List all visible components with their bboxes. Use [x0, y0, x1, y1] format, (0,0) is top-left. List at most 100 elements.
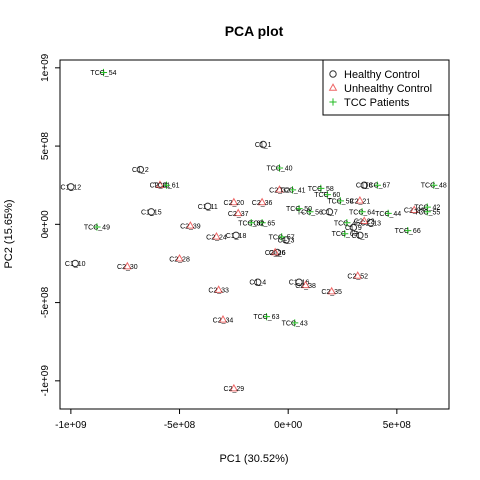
healthy-control-point: [204, 202, 212, 211]
unhealthy-control-point: [327, 286, 336, 295]
point-label: C2_39: [180, 223, 201, 230]
point-label: TCC_63: [332, 231, 358, 238]
point-label: TCC_54: [90, 70, 116, 77]
point-label: TCC_64: [349, 209, 375, 216]
y-tick-label: 0e+00: [40, 210, 51, 239]
tcc-patients-point: [258, 219, 266, 227]
point-label: TCC_63: [253, 314, 279, 321]
point-label: C2_52: [347, 273, 368, 280]
legend-box: [322, 59, 450, 116]
point-label: TCC_58: [308, 186, 334, 193]
tcc-patients-point: [358, 208, 366, 216]
point-label: TCC_45: [334, 220, 360, 227]
point-label: C1_9: [345, 225, 362, 232]
unhealthy-control-point: [218, 314, 228, 323]
point-label: C1_5: [352, 233, 369, 240]
point-label: TCC_60: [314, 192, 340, 199]
y-tick-label: 5e+08: [40, 132, 51, 161]
point-label: TCC_41: [279, 187, 305, 194]
tcc-patients-point: [291, 319, 299, 327]
y-tick-label: -1e+09: [40, 365, 51, 397]
tcc-patients-point: [317, 184, 325, 192]
tcc-patients-point: [373, 181, 381, 189]
unhealthy-control-point: [409, 205, 419, 214]
legend-label: TCC Patients: [344, 97, 410, 109]
unhealthy-control-point: [175, 253, 184, 262]
point-label: C2_29: [224, 386, 245, 393]
point-label: TCC_66: [395, 228, 421, 235]
tcc-patients-point: [306, 208, 314, 216]
tcc-patients-point: [93, 223, 101, 231]
point-label: C2_35: [321, 289, 342, 296]
unhealthy-control-point: [359, 216, 369, 224]
point-label: TCC_57: [269, 234, 295, 241]
healthy-control-point: [282, 236, 290, 244]
unhealthy-control-point: [233, 208, 243, 217]
unhealthy-control-point: [257, 197, 267, 206]
point-label: TCC_42: [414, 205, 440, 212]
unhealthy-control-point: [270, 247, 280, 256]
point-label: TCC_65: [249, 220, 275, 227]
tcc-patients-point: [278, 233, 286, 241]
tcc-patients-point: [336, 197, 344, 205]
point-label: TCC_55: [414, 209, 440, 216]
point-label: C2_37: [228, 211, 249, 218]
point-label: C1_11: [198, 204, 218, 211]
point-label: C2_24: [206, 234, 227, 241]
legend-label: Unhealthy Control: [344, 83, 432, 95]
tcc-patients-point: [343, 219, 351, 227]
healthy-control-point: [259, 140, 267, 149]
tcc-patients-point: [295, 205, 303, 213]
unhealthy-control-point: [155, 180, 165, 188]
tcc-patients-point: [99, 68, 108, 77]
point-label: C2_38: [295, 283, 316, 290]
point-label: C1_10: [65, 261, 86, 268]
point-label: TCC_62: [238, 220, 264, 227]
healthy-control-point: [71, 259, 79, 268]
legend-label: Healthy Control: [344, 69, 420, 81]
unhealthy-control-point: [123, 261, 132, 270]
healthy-control-point: [67, 183, 75, 191]
point-label: C2_32: [269, 187, 290, 194]
point-label: C1_7: [321, 209, 338, 216]
tcc-patients-point: [262, 313, 271, 321]
unhealthy-control-point: [229, 383, 239, 392]
healthy-control-point: [295, 278, 303, 286]
legend-marker-triangle: [328, 83, 338, 91]
tcc-patients-point: [341, 230, 349, 238]
healthy-control-point: [147, 208, 155, 216]
point-label: C2_34: [213, 317, 234, 324]
point-label: TCC_44: [375, 211, 401, 218]
point-label: C1_12: [61, 184, 82, 191]
x-axis: -1e+09 -5e+08 0e+00 5e+08: [55, 409, 411, 431]
point-label: C2_33: [208, 288, 229, 295]
point-label: C1_16: [289, 280, 310, 287]
point-label: C1_15: [141, 209, 162, 216]
point-label: C2_36: [252, 200, 273, 207]
x-tick-label: -5e+08: [164, 420, 196, 431]
unhealthy-control-point: [355, 196, 365, 204]
point-label: C2_28: [169, 256, 190, 263]
healthy-control-point: [349, 223, 358, 232]
point-label: C1_8: [356, 183, 373, 190]
healthy-control-point: [273, 248, 282, 257]
legend: Healthy Control Unhealthy Control TCC Pati…: [322, 59, 450, 116]
point-label: C2_23: [404, 208, 425, 215]
point-label: C2_31: [150, 183, 171, 190]
point-label: C2_26: [265, 250, 286, 257]
tcc-patients-point: [423, 208, 431, 216]
healthy-control-point: [232, 231, 240, 239]
tcc-patients-point: [384, 209, 392, 217]
healthy-control-point: [325, 208, 334, 216]
point-label: C2_30: [117, 264, 138, 271]
y-tick-label: -5e+08: [40, 286, 51, 318]
unhealthy-control-point: [186, 221, 195, 229]
tcc-patients-point: [288, 186, 297, 194]
tcc-patients-point: [430, 181, 438, 189]
chart-title: PCA plot: [225, 23, 284, 39]
legend-marker-plus: [329, 98, 337, 106]
point-label: TCC_50: [286, 206, 312, 213]
point-label: TCC_56: [297, 209, 323, 216]
point-label: C2_22: [354, 219, 375, 226]
